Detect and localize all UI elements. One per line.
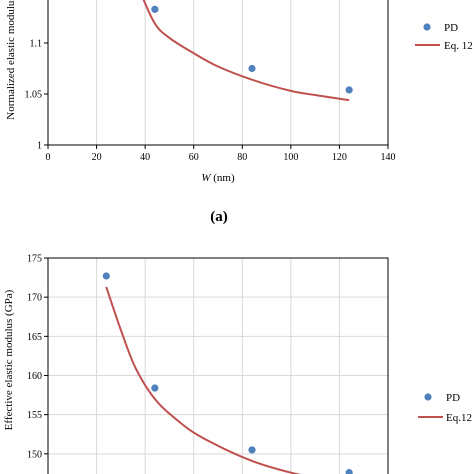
b-ytick-label-0: 150 (27, 449, 42, 460)
a-xtick-label-5: 100 (283, 152, 298, 163)
chart-b-eq12-line (105, 286, 301, 474)
chart-b-plot-frame (47, 257, 389, 474)
a-xtick-label-2: 40 (140, 152, 150, 163)
chart-a-gridlines (96, 0, 340, 145)
a-xtick-label-3: 60 (189, 152, 199, 163)
a-xtick-label-4: 80 (237, 152, 247, 163)
chart-a-plot-frame (47, 0, 389, 146)
a-xtick-label-0: 0 (46, 152, 51, 163)
a-xtick-label-7: 140 (381, 152, 396, 163)
b-ytick-label-3: 165 (27, 332, 42, 343)
chart-a-y-axis-label: Normalized elastic modulus (5, 0, 17, 120)
chart-b-gridlines (48, 257, 388, 474)
chart-b-legend: PD Eq.12 (418, 392, 472, 424)
a-pd-point-1 (248, 64, 256, 73)
chart-b-y-axis-label: Effective elastic modulus (GPa) (3, 289, 15, 430)
chart-a-legend-pd-label: PD (444, 22, 458, 34)
chart-a-x-ticks: 0 20 40 60 80 100 120 140 (46, 145, 396, 163)
b-pd-point-0 (102, 272, 110, 280)
b-ytick-label-2: 160 (27, 371, 42, 382)
chart-a-legend-eq12-label: Eq. 12 (444, 40, 473, 52)
chart-b-legend-eq12-label: Eq.12 (446, 412, 472, 424)
chart-a-pd-points (151, 5, 353, 94)
b-pd-point-2 (248, 446, 256, 454)
chart-b: 150 155 160 165 170 175 Effective elastic mod… (3, 254, 472, 474)
b-pd-point-1 (151, 384, 159, 392)
a-xtick-label-6: 120 (332, 152, 347, 163)
a-ytick-label-1: 1.05 (25, 90, 43, 101)
chart-a-y-ticks: 1 1.05 1.1 (25, 39, 48, 152)
b-pd-point-3 (345, 469, 353, 474)
chart-a-x-axis-label: W (nm) (201, 172, 235, 184)
chart-b-legend-pd-label: PD (446, 392, 460, 404)
a-ytick-label-2: 1.1 (30, 39, 43, 50)
chart-b-y-ticks: 150 155 160 165 170 175 (27, 254, 48, 460)
chart-a-legend: PD Eq. 12 (415, 22, 473, 52)
chart-b-pd-points (102, 272, 353, 474)
chart-a-legend-pd-marker (423, 23, 431, 31)
chart-a-eq12-line (142, 0, 350, 102)
chart-a: 0 20 40 60 80 100 120 140 1 1.05 1.1 Normalized e… (5, 0, 473, 184)
chart-a-x-axis-label-unit: (nm) (211, 172, 235, 184)
b-ytick-label-5: 175 (27, 254, 42, 265)
panel-a-label: (a) (210, 209, 228, 225)
b-ytick-label-4: 170 (27, 293, 42, 304)
b-ytick-label-1: 155 (27, 410, 42, 421)
chart-a-x-axis-label-var: W (201, 172, 211, 184)
a-ytick-label-0: 1 (37, 141, 42, 152)
a-pd-point-2 (345, 86, 353, 94)
chart-b-legend-pd-marker (424, 393, 432, 401)
a-xtick-label-1: 20 (92, 152, 102, 163)
a-pd-point-0 (151, 5, 159, 13)
